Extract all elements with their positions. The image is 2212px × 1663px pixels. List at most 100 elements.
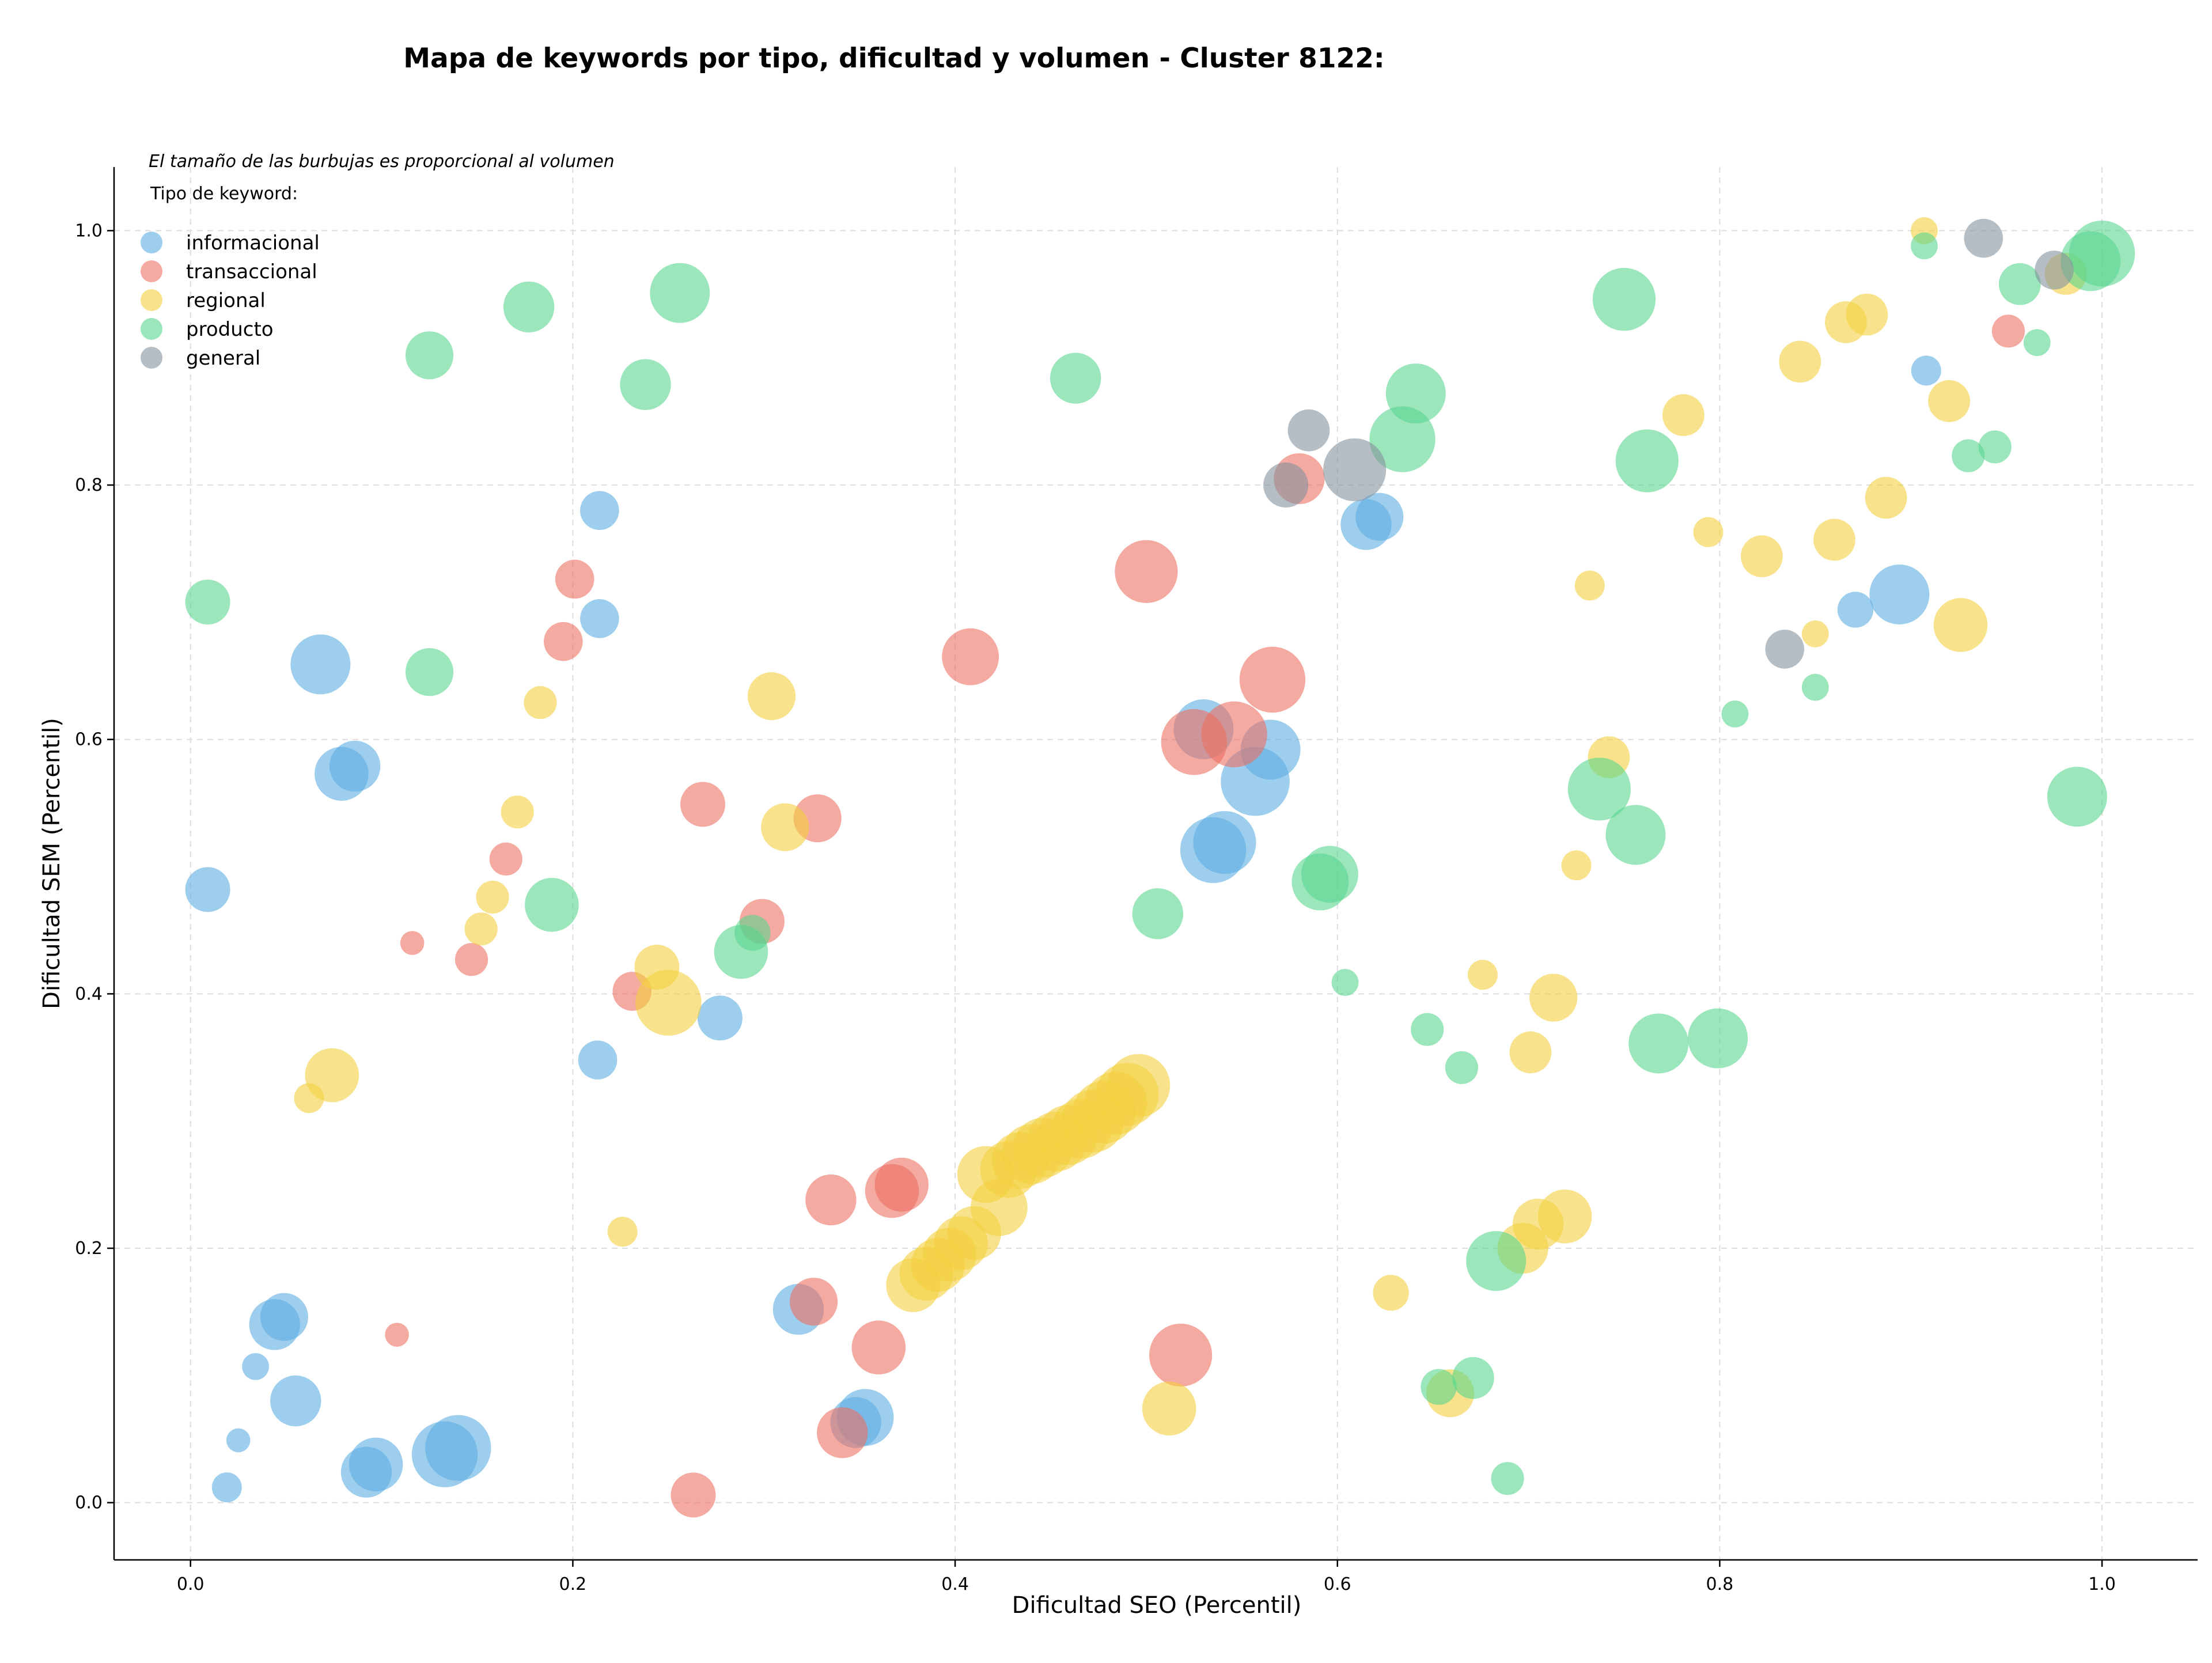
- bubble-producto: [2023, 329, 2051, 357]
- bubble-producto: [1615, 429, 1679, 493]
- bubble-producto: [1801, 673, 1829, 701]
- bubble-informacional: [290, 634, 351, 695]
- bubble-producto: [1491, 1462, 1524, 1495]
- bubble-informacional: [578, 1040, 618, 1079]
- bubble-regional: [1865, 476, 1907, 519]
- bubble-informacional: [185, 867, 230, 912]
- bubble-general: [1287, 409, 1330, 452]
- bubble-producto: [1721, 700, 1749, 728]
- bubble-producto: [1605, 805, 1666, 865]
- bubble-producto: [650, 263, 710, 323]
- bubble-regional: [1142, 1381, 1196, 1436]
- bubble-producto: [2069, 220, 2135, 287]
- bubble-transaccional: [1201, 701, 1267, 768]
- bubble-general: [1323, 438, 1387, 502]
- bubble-general: [2035, 251, 2074, 290]
- bubble-producto: [1385, 363, 1446, 424]
- y-tick-label: 1.0: [75, 221, 103, 241]
- bubble-informacional: [1869, 564, 1930, 624]
- bubble-transaccional: [544, 622, 583, 661]
- y-tick-label: 0.4: [75, 984, 103, 1004]
- bubble-producto: [1331, 969, 1359, 996]
- legend-marker-general: [141, 347, 162, 369]
- series-regional: [294, 217, 2087, 1436]
- legend-marker-informacional: [141, 232, 162, 253]
- bubble-regional: [1107, 1054, 1171, 1117]
- bubble-producto: [620, 359, 671, 410]
- legend-marker-regional: [141, 289, 162, 311]
- bubble-regional: [747, 672, 796, 721]
- bubble-regional: [501, 795, 534, 829]
- bubble-regional: [607, 1217, 638, 1247]
- bubble-producto: [1978, 430, 2012, 464]
- bubble-informacional: [270, 1375, 321, 1427]
- legend-title: Tipo de keyword:: [150, 184, 298, 204]
- chart-title: Mapa de keywords por tipo, dificultad y …: [403, 43, 1384, 74]
- y-tick-label: 0.8: [75, 475, 103, 495]
- bubble-transaccional: [385, 1323, 409, 1347]
- bubble-regional: [1509, 1031, 1552, 1074]
- legend-label-informacional: informacional: [186, 232, 320, 255]
- bubble-regional: [1537, 1189, 1592, 1244]
- bubble-informacional: [425, 1415, 491, 1481]
- y-axis-label: Dificultad SEM (Percentil): [39, 718, 65, 1009]
- bubble-informacional: [226, 1428, 251, 1453]
- bubble-regional: [761, 803, 809, 851]
- bubble-producto: [1452, 1357, 1494, 1399]
- bubble-transaccional: [489, 842, 522, 876]
- bubble-informacional: [349, 1437, 403, 1492]
- x-tick-label: 0.4: [941, 1574, 969, 1594]
- bubble-producto: [1592, 268, 1656, 331]
- bubble-informacional: [260, 1293, 308, 1341]
- bubble-general: [1964, 218, 2003, 258]
- y-tick-label: 0.0: [75, 1493, 103, 1513]
- bubble-informacional: [329, 740, 381, 792]
- bubble-regional: [635, 969, 702, 1036]
- bubble-producto: [405, 648, 454, 696]
- bubble-regional: [1813, 518, 1855, 561]
- bubble-transaccional: [874, 1157, 929, 1212]
- bubble-regional: [1662, 394, 1705, 437]
- bubble-informacional: [1355, 493, 1404, 541]
- legend-marker-producto: [141, 318, 162, 340]
- bubble-producto: [1421, 1369, 1457, 1405]
- bubble-transaccional: [789, 1278, 838, 1326]
- bubble-regional: [1741, 535, 1783, 578]
- bubble-transaccional: [805, 1174, 857, 1226]
- series-general: [1263, 218, 2074, 669]
- bubble-producto: [1466, 1231, 1527, 1291]
- x-tick-label: 0.6: [1324, 1574, 1351, 1594]
- grid: [114, 167, 2198, 1560]
- bubble-producto: [1445, 1051, 1479, 1085]
- bubble-informacional: [580, 491, 619, 531]
- series-transaccional: [385, 315, 2025, 1518]
- legend-label-transaccional: transaccional: [186, 260, 317, 283]
- legend-label-producto: producto: [186, 318, 274, 341]
- bubble-informacional: [1911, 355, 1941, 386]
- bubble-transaccional: [555, 559, 594, 599]
- bubble-informacional: [242, 1353, 269, 1380]
- bubble-regional: [1933, 598, 1988, 652]
- bubble-regional: [1467, 960, 1498, 990]
- bubble-transaccional: [400, 931, 425, 955]
- bubble-transaccional: [851, 1320, 906, 1375]
- bubble-regional: [464, 912, 498, 946]
- bubble-regional: [1928, 380, 1971, 422]
- bubble-transaccional: [1115, 540, 1178, 603]
- bubble-producto: [1050, 353, 1101, 404]
- legend: Tipo de keyword: informacional transaccio…: [141, 184, 320, 370]
- bubble-regional: [1693, 517, 1724, 547]
- bubble-producto: [503, 281, 555, 333]
- legend-items: informacional transaccional regional produc…: [141, 232, 320, 370]
- bubble-informacional: [1193, 810, 1256, 874]
- bubble-regional: [1373, 1275, 1409, 1311]
- series-producto: [185, 220, 2135, 1495]
- x-tick-label: 0.2: [559, 1574, 587, 1594]
- x-tick-label: 1.0: [2088, 1574, 2116, 1594]
- bubble-informacional: [1837, 592, 1874, 628]
- bubble-producto: [1911, 232, 1938, 260]
- bubble-producto: [2047, 767, 2107, 827]
- y-tick-label: 0.2: [75, 1238, 103, 1259]
- bubble-producto: [1688, 1008, 1748, 1069]
- x-axis-ticks: 0.0 0.2 0.4 0.6 0.8 1.0: [177, 1560, 2116, 1594]
